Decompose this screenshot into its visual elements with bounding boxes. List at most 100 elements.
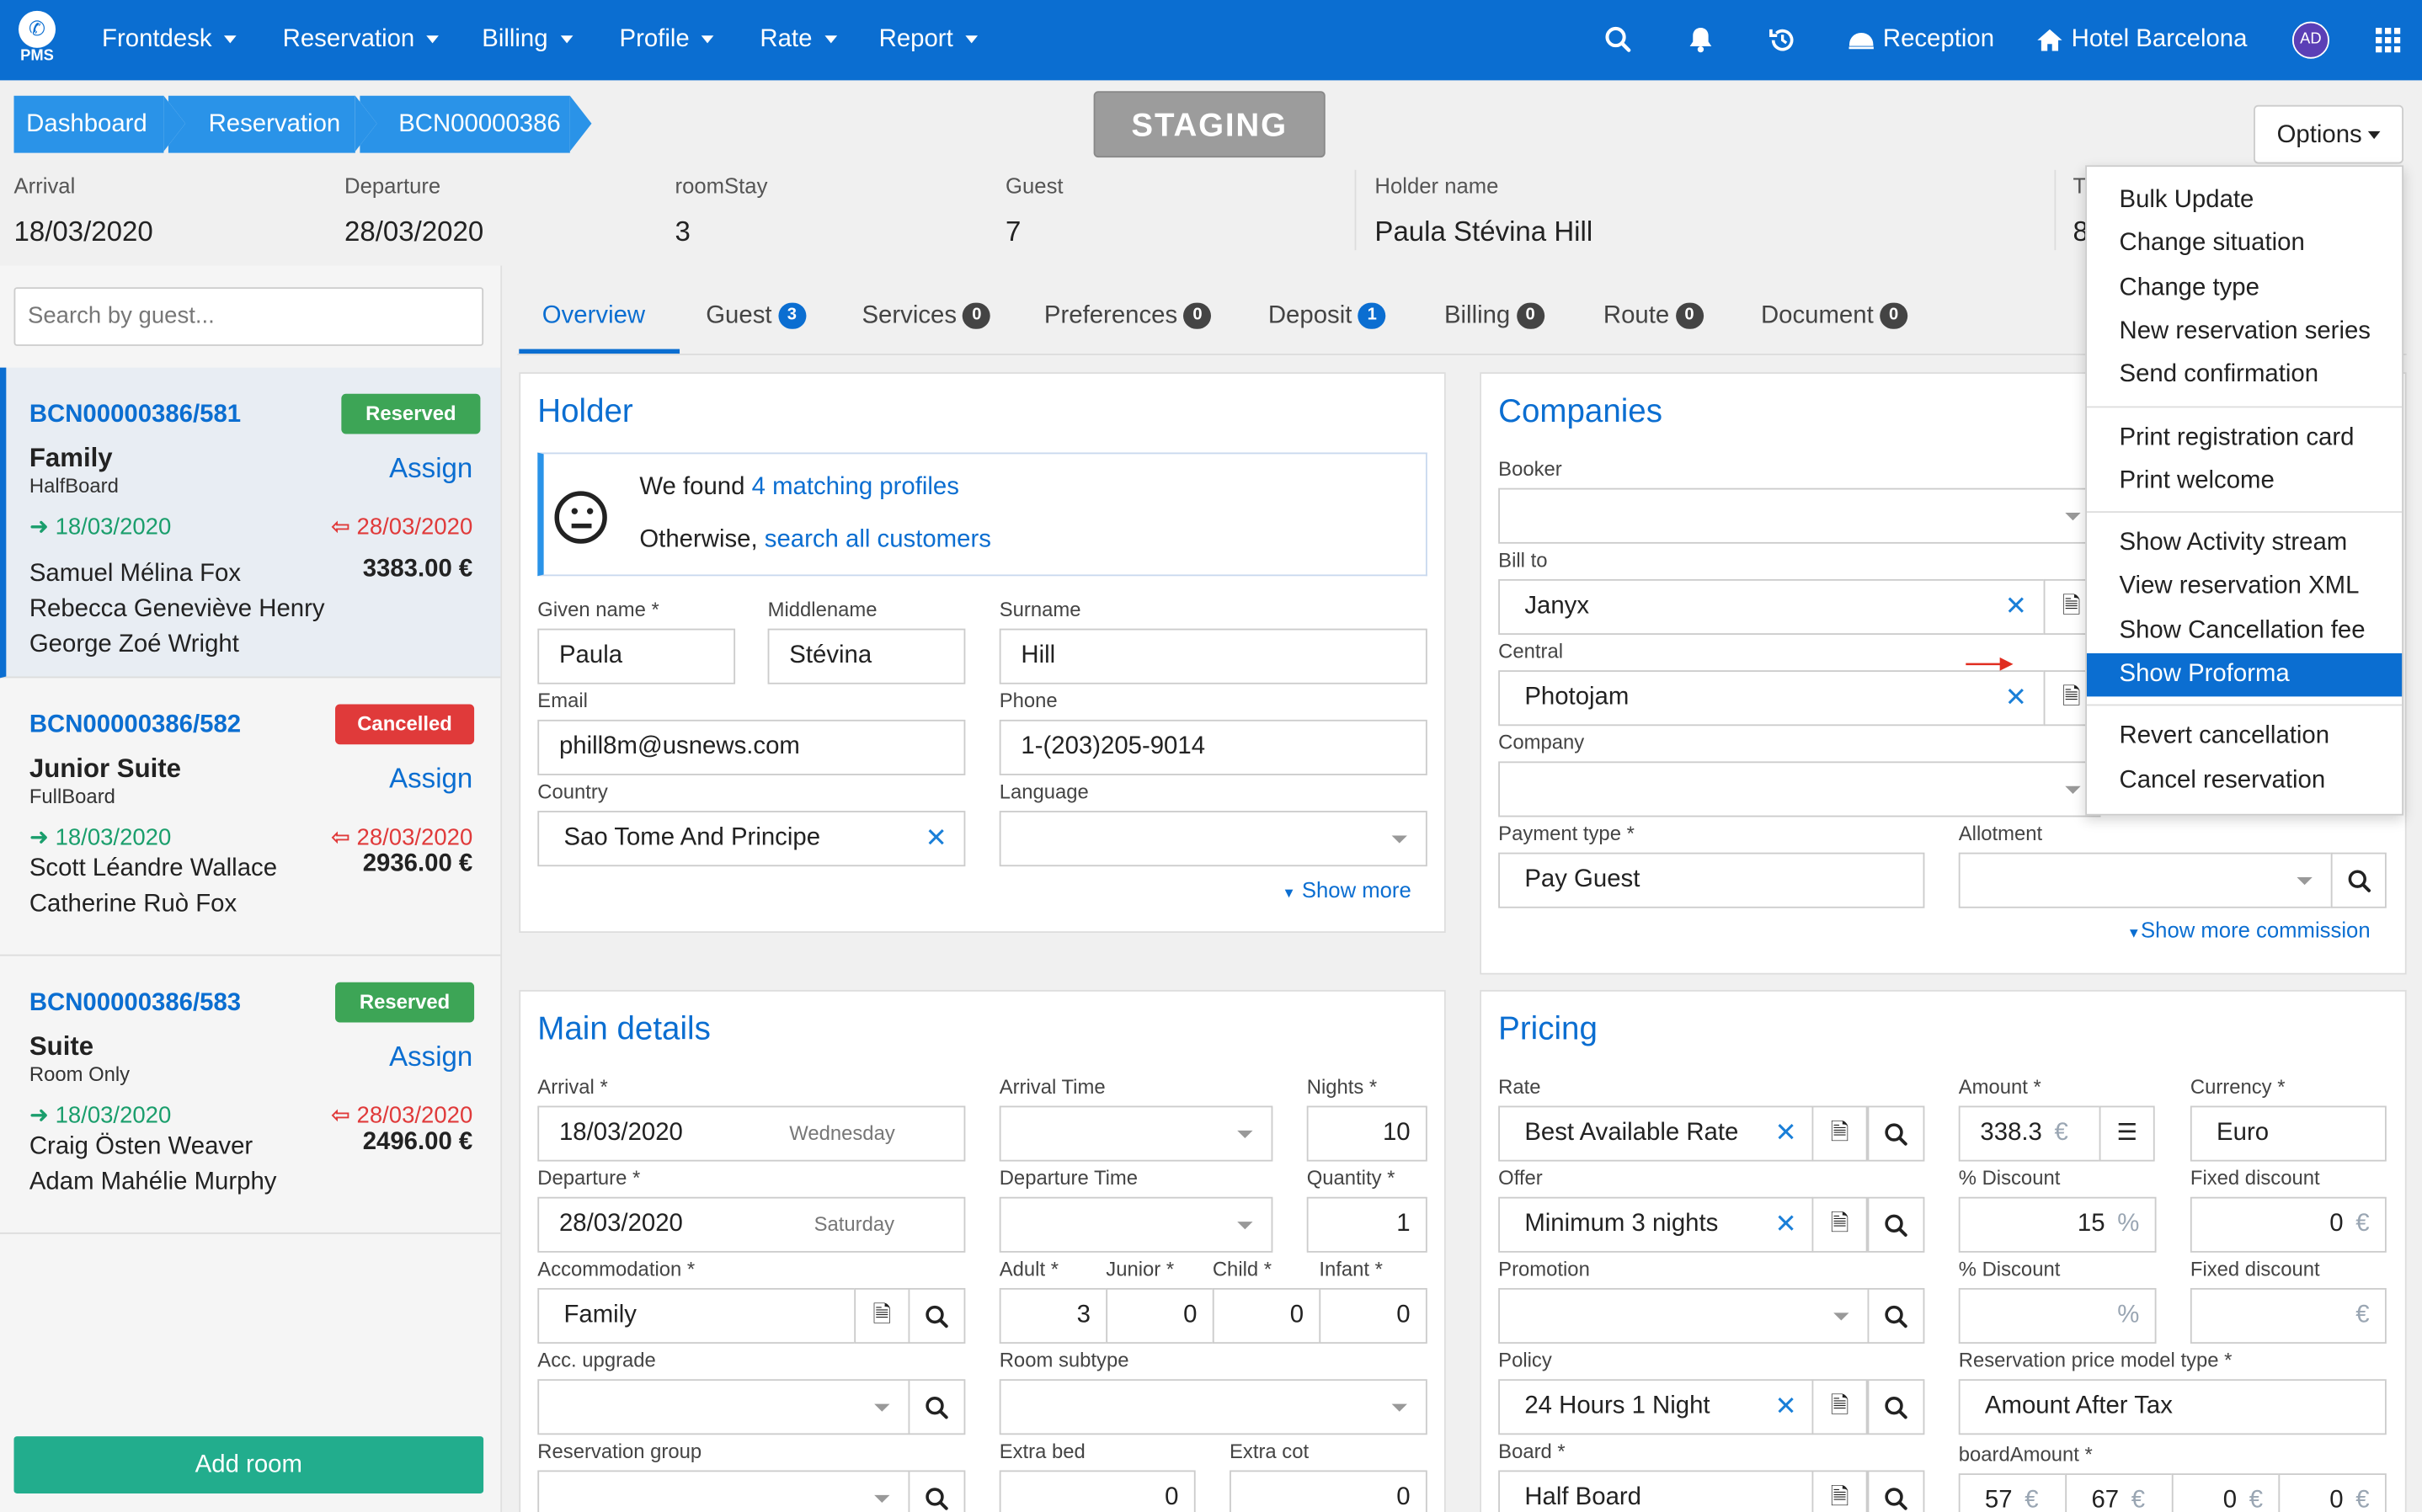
percent-discount-input[interactable]: 15% xyxy=(1958,1196,2157,1253)
arrival-time-select[interactable] xyxy=(999,1105,1273,1162)
assign-link[interactable]: Assign xyxy=(389,452,473,484)
search-customers-link[interactable]: search all customers xyxy=(764,526,991,553)
adult-input[interactable]: 3 xyxy=(999,1287,1108,1344)
payment-type-select[interactable]: Pay Guest xyxy=(1498,852,1925,908)
fixed-discount-input[interactable]: 0 € xyxy=(2190,1196,2387,1253)
breadcrumb-dashboard[interactable]: Dashboard xyxy=(13,95,186,153)
menu-item-cancel-reservation[interactable]: Cancel reservation xyxy=(2119,767,2326,794)
quantity-input[interactable]: 1 xyxy=(1306,1196,1427,1253)
percent-discount-2-input[interactable]: % xyxy=(1958,1287,2157,1344)
tab-billing[interactable]: Billing 0 xyxy=(1444,303,1544,354)
allotment-select[interactable] xyxy=(1958,852,2333,908)
menu-item-show-activity-stream[interactable]: Show Activity stream xyxy=(2119,530,2348,556)
menu-item-show-cancellation-fee[interactable]: Show Cancellation fee xyxy=(2119,617,2366,644)
room-card[interactable]: BCN00000386/582 Cancelled Junior Suite F… xyxy=(0,678,501,956)
add-room-button[interactable]: Add room xyxy=(13,1436,484,1493)
show-more-commission-link[interactable]: ▼Show more commission xyxy=(2126,917,2371,943)
junior-input[interactable]: 0 xyxy=(1106,1287,1214,1344)
country-select[interactable]: Sao Tome And Principe ✕ xyxy=(537,811,966,867)
breadcrumb-reservation[interactable]: Reservation xyxy=(163,95,377,153)
avatar[interactable]: AD xyxy=(2291,21,2329,59)
tab-document[interactable]: Document 0 xyxy=(1761,303,1908,354)
rate-select[interactable]: Best Available Rate ✕ xyxy=(1498,1105,1814,1162)
search-icon[interactable] xyxy=(1867,1105,1925,1162)
price-model-select[interactable]: Amount After Tax xyxy=(1958,1379,2387,1435)
tab-guest[interactable]: Guest 3 xyxy=(706,303,806,354)
md-departure-input[interactable]: 28/03/2020 Saturday xyxy=(537,1196,966,1253)
history-icon[interactable] xyxy=(1768,0,1796,80)
language-select[interactable] xyxy=(999,811,1427,867)
infant-input[interactable]: 0 xyxy=(1319,1287,1427,1344)
phone-input[interactable]: 1-(203)205-9014 xyxy=(999,719,1427,775)
promotion-select[interactable] xyxy=(1498,1287,1870,1344)
show-more-link[interactable]: ▼ Show more xyxy=(1282,877,1411,902)
search-icon[interactable] xyxy=(908,1287,966,1344)
nav-reservation[interactable]: Reservation xyxy=(283,0,440,80)
central-select[interactable]: Photojam ✕ xyxy=(1498,670,2046,727)
board-amount-input[interactable]: 67 € xyxy=(2065,1473,2174,1512)
search-icon[interactable] xyxy=(1867,1196,1925,1253)
menu-item-print-welcome[interactable]: Print welcome xyxy=(2119,467,2275,494)
billto-select[interactable]: Janyx ✕ xyxy=(1498,578,2046,635)
subtype-select[interactable] xyxy=(999,1379,1427,1435)
nav-hotel[interactable]: Hotel Barcelona xyxy=(2035,0,2247,80)
menu-item-change-type[interactable]: Change type xyxy=(2119,274,2259,301)
child-input[interactable]: 0 xyxy=(1212,1287,1321,1344)
clear-x-icon[interactable]: ✕ xyxy=(2004,682,2027,712)
menu-item-new-reservation-series[interactable]: New reservation series xyxy=(2119,317,2371,344)
search-icon[interactable] xyxy=(2330,852,2387,908)
currency-select[interactable]: Euro xyxy=(2190,1105,2387,1162)
departure-time-select[interactable] xyxy=(999,1196,1273,1253)
tab-preferences[interactable]: Preferences 0 xyxy=(1044,303,1212,354)
given-name-input[interactable]: Paula xyxy=(537,628,736,684)
document-icon[interactable]: 🗎 xyxy=(854,1287,910,1344)
menu-item-change-situation[interactable]: Change situation xyxy=(2119,230,2305,258)
board-amount-input[interactable]: 0 € xyxy=(2278,1473,2387,1512)
document-icon[interactable]: 🗎 xyxy=(1811,1196,1868,1253)
document-icon[interactable]: 🗎 xyxy=(1811,1105,1868,1162)
nav-reception[interactable]: Reception xyxy=(1848,0,1994,80)
nights-input[interactable]: 10 xyxy=(1306,1105,1427,1162)
booker-select[interactable] xyxy=(1498,487,2101,544)
board-amount-input[interactable]: 0 € xyxy=(2171,1473,2281,1512)
search-icon[interactable] xyxy=(1867,1470,1925,1512)
nav-report[interactable]: Report xyxy=(879,0,979,80)
tab-route[interactable]: Route 0 xyxy=(1603,303,1704,354)
board-select[interactable]: Half Board xyxy=(1498,1470,1814,1512)
clear-x-icon[interactable]: ✕ xyxy=(1774,1118,1797,1148)
search-icon[interactable] xyxy=(1867,1379,1925,1435)
assign-link[interactable]: Assign xyxy=(389,763,473,794)
company-select[interactable] xyxy=(1498,761,2101,817)
document-icon[interactable]: 🗎 xyxy=(1811,1470,1868,1512)
nav-profile[interactable]: Profile xyxy=(620,0,715,80)
offer-select[interactable]: Minimum 3 nights ✕ xyxy=(1498,1196,1814,1253)
md-arrival-input[interactable]: 18/03/2020 Wednesday xyxy=(537,1105,966,1162)
menu-lines-icon[interactable]: ☰ xyxy=(2099,1105,2155,1162)
menu-item-print-registration-card[interactable]: Print registration card xyxy=(2119,423,2355,450)
matching-profiles-link[interactable]: 4 matching profiles xyxy=(751,474,959,501)
clear-x-icon[interactable]: ✕ xyxy=(1774,1209,1797,1239)
bell-icon[interactable] xyxy=(1688,0,1713,80)
room-card[interactable]: BCN00000386/581 Reserved Family HalfBoar… xyxy=(0,367,501,679)
room-code-link[interactable]: BCN00000386/583 xyxy=(29,989,242,1017)
tab-services[interactable]: Services 0 xyxy=(862,303,991,354)
board-amount-input[interactable]: 57 € xyxy=(1958,1473,2067,1512)
clear-x-icon[interactable]: ✕ xyxy=(925,823,947,853)
options-button[interactable]: Options xyxy=(2254,104,2403,164)
room-card[interactable]: BCN00000386/583 Reserved Suite Room Only… xyxy=(0,956,501,1234)
menu-item-send-confirmation[interactable]: Send confirmation xyxy=(2119,361,2319,388)
document-icon[interactable]: 🗎 xyxy=(1811,1379,1868,1435)
assign-link[interactable]: Assign xyxy=(389,1041,473,1073)
amount-input[interactable]: 338.3 € xyxy=(1958,1105,2101,1162)
extracot-input[interactable]: 0 xyxy=(1230,1470,1427,1512)
nav-frontdesk[interactable]: Frontdesk xyxy=(102,0,237,80)
group-select[interactable] xyxy=(537,1470,910,1512)
search-icon[interactable] xyxy=(908,1379,966,1435)
nav-billing[interactable]: Billing xyxy=(482,0,573,80)
menu-item-bulk-update[interactable]: Bulk Update xyxy=(2119,186,2254,214)
pms-logo[interactable]: ✆ PMS xyxy=(14,10,61,70)
room-code-link[interactable]: BCN00000386/582 xyxy=(29,711,242,738)
fixed-discount-2-input[interactable]: € xyxy=(2190,1287,2387,1344)
tab-deposit[interactable]: Deposit 1 xyxy=(1268,303,1386,354)
accommodation-select[interactable]: Family xyxy=(537,1287,856,1344)
